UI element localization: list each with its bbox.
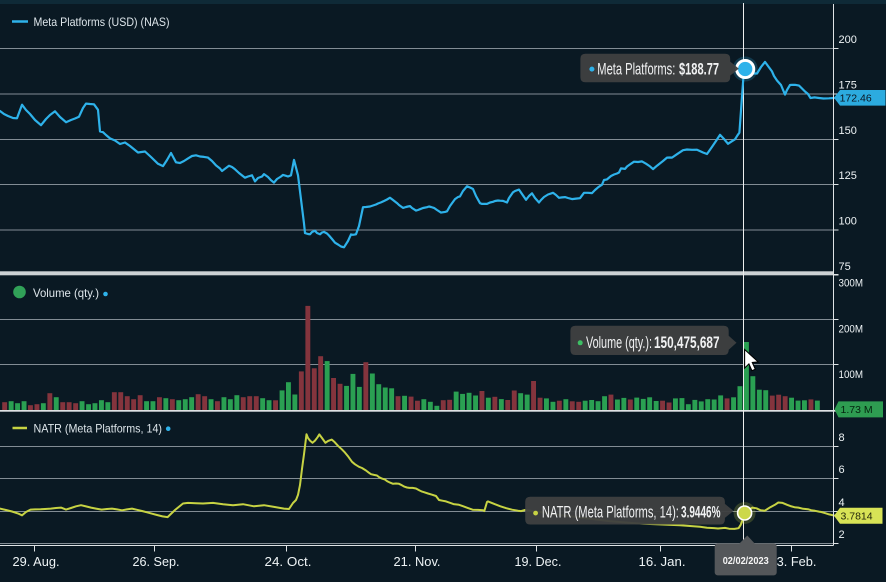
svg-text:Volume (qty.): Volume (qty.) — [33, 286, 99, 300]
svg-text:3.7814: 3.7814 — [841, 511, 873, 523]
svg-text:75: 75 — [839, 261, 851, 273]
svg-text:24. Oct.: 24. Oct. — [265, 555, 312, 569]
svg-text:8: 8 — [839, 432, 845, 444]
svg-text:175: 175 — [839, 80, 857, 92]
svg-text:16. Jan.: 16. Jan. — [639, 555, 686, 569]
svg-text:1.73 M: 1.73 M — [841, 404, 873, 416]
svg-text:26. Sep.: 26. Sep. — [133, 555, 180, 569]
svg-text:300M: 300M — [839, 277, 864, 289]
svg-text:Meta Platforms (USD) (NAS): Meta Platforms (USD) (NAS) — [34, 15, 170, 29]
svg-text:21. Nov.: 21. Nov. — [394, 555, 441, 569]
svg-text:4: 4 — [839, 497, 845, 509]
svg-text:29. Aug.: 29. Aug. — [13, 555, 60, 569]
svg-text:Meta Platforms:: Meta Platforms: — [597, 59, 675, 78]
svg-text:13. Feb.: 13. Feb. — [770, 555, 817, 569]
svg-text:3.9446%: 3.9446% — [681, 502, 721, 521]
svg-text:150: 150 — [839, 125, 857, 137]
svg-text:200M: 200M — [839, 324, 864, 336]
svg-text:100: 100 — [839, 216, 857, 228]
svg-text:100M: 100M — [839, 369, 864, 381]
svg-text:02/02/2023: 02/02/2023 — [723, 556, 769, 567]
svg-text:2: 2 — [839, 529, 845, 541]
svg-text:200: 200 — [839, 34, 857, 46]
svg-text:NATR (Meta Platforms, 14):: NATR (Meta Platforms, 14): — [542, 502, 679, 521]
svg-text:19. Dec.: 19. Dec. — [515, 555, 562, 569]
svg-text:172.46: 172.46 — [840, 93, 872, 105]
svg-text:150,475,687: 150,475,687 — [654, 333, 720, 352]
svg-text:6: 6 — [839, 464, 845, 476]
svg-text:NATR (Meta Platforms, 14): NATR (Meta Platforms, 14) — [34, 422, 163, 436]
svg-text:Volume (qty.):: Volume (qty.): — [586, 333, 652, 352]
svg-text:$188.77: $188.77 — [679, 59, 719, 78]
svg-text:125: 125 — [839, 170, 857, 182]
